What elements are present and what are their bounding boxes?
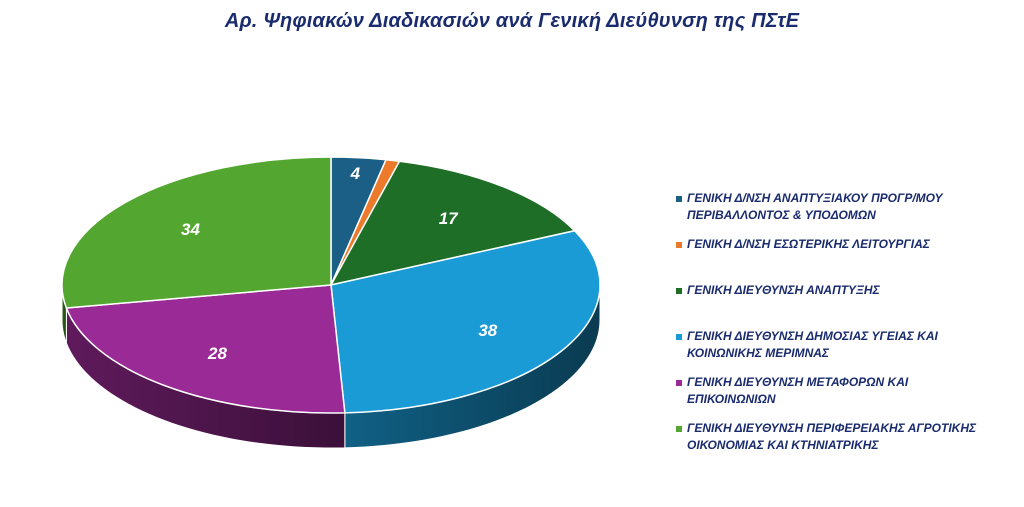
legend-item: ΓΕΝΙΚΗ ΔΙΕΥΘΥΝΣΗ ΑΝΑΠΤΥΞΗΣ (676, 282, 1024, 299)
legend-label: ΚΟΙΝΩΝΙΚΗΣ ΜΕΡΙΜΝΑΣ (687, 346, 830, 360)
legend-swatch (676, 196, 682, 202)
legend-label: ΠΕΡΙΒΑΛΛΟΝΤΟΣ & ΥΠΟΔΟΜΩΝ (687, 208, 876, 222)
legend-label: ΓΕΝΙΚΗ ΔΙΕΥΘΥΝΣΗ ΜΕΤΑΦΟΡΩΝ ΚΑΙ (687, 375, 909, 389)
chart-title: Αρ. Ψηφιακών Διαδικασιών ανά Γενική Διεύ… (224, 10, 800, 32)
legend-swatch (676, 426, 682, 432)
legend-item: ΓΕΝΙΚΗ ΔΙΕΥΘΥΝΣΗ ΔΗΜΟΣΙΑΣ ΥΓΕΙΑΣ ΚΑΙ ΚΟΙΝ… (676, 328, 1024, 362)
pie-data-label-5: 34 (181, 220, 200, 239)
legend-swatch (676, 380, 682, 386)
legend-item: ΓΕΝΙΚΗ Δ/ΝΣΗ ΕΣΩΤΕΡΙΚΗΣ ΛΕΙΤΟΥΡΓΙΑΣ (676, 236, 1024, 253)
pie-slice-5 (61, 156, 332, 309)
legend-swatch (676, 288, 682, 294)
legend-label: ΓΕΝΙΚΗ Δ/ΝΣΗ ΕΣΩΤΕΡΙΚΗΣ ΛΕΙΤΟΥΡΓΙΑΣ (687, 237, 930, 251)
legend-label: ΕΠΙΚΟΙΝΩΝΙΩΝ (687, 392, 776, 406)
pie-data-label-2: 17 (439, 209, 459, 228)
legend-label: ΓΕΝΙΚΗ ΔΙΕΥΘΥΝΣΗ ΑΝΑΠΤΥΞΗΣ (687, 283, 880, 297)
pie-data-labels: 4 17 38 28 34 (181, 164, 498, 363)
pie-slice-2 (330, 160, 576, 286)
pie-slice-3 (330, 229, 601, 414)
legend-label: ΟΙΚΟΝΟΜΙΑΣ ΚΑΙ ΚΤΗΝΙΑΤΡΙΚΗΣ (687, 438, 879, 452)
pie-data-label-0: 4 (350, 164, 361, 183)
legend-label: ΓΕΝΙΚΗ ΔΙΕΥΘΥΝΣΗ ΠΕΡΙΦΕΡΕΙΑΚΗΣ ΑΓΡΟΤΙΚΗΣ (687, 421, 977, 435)
pie-data-label-4: 28 (207, 344, 227, 363)
legend-label: ΓΕΝΙΚΗ Δ/ΝΣΗ ΑΝΑΠΤΥΞΙΑΚΟΥ ΠΡΟΓΡ/ΜΟΥ (687, 191, 943, 205)
legend-swatch (676, 242, 682, 248)
legend-label: ΓΕΝΙΚΗ ΔΙΕΥΘΥΝΣΗ ΔΗΜΟΣΙΑΣ ΥΓΕΙΑΣ ΚΑΙ (687, 329, 938, 343)
legend-swatch (676, 334, 682, 340)
pie-slice-4 (65, 284, 346, 414)
pie-data-label-3: 38 (478, 321, 497, 340)
legend-item: ΓΕΝΙΚΗ ΔΙΕΥΘΥΝΣΗ ΠΕΡΙΦΕΡΕΙΑΚΗΣ ΑΓΡΟΤΙΚΗΣ… (676, 420, 1024, 454)
legend-item: ΓΕΝΙΚΗ Δ/ΝΣΗ ΑΝΑΠΤΥΞΙΑΚΟΥ ΠΡΟΓΡ/ΜΟΥ ΠΕΡΙΒ… (676, 190, 1024, 224)
pie-slices (61, 156, 601, 414)
legend-item: ΓΕΝΙΚΗ ΔΙΕΥΘΥΝΣΗ ΜΕΤΑΦΟΡΩΝ ΚΑΙ ΕΠΙΚΟΙΝΩΝΙ… (676, 374, 1024, 408)
